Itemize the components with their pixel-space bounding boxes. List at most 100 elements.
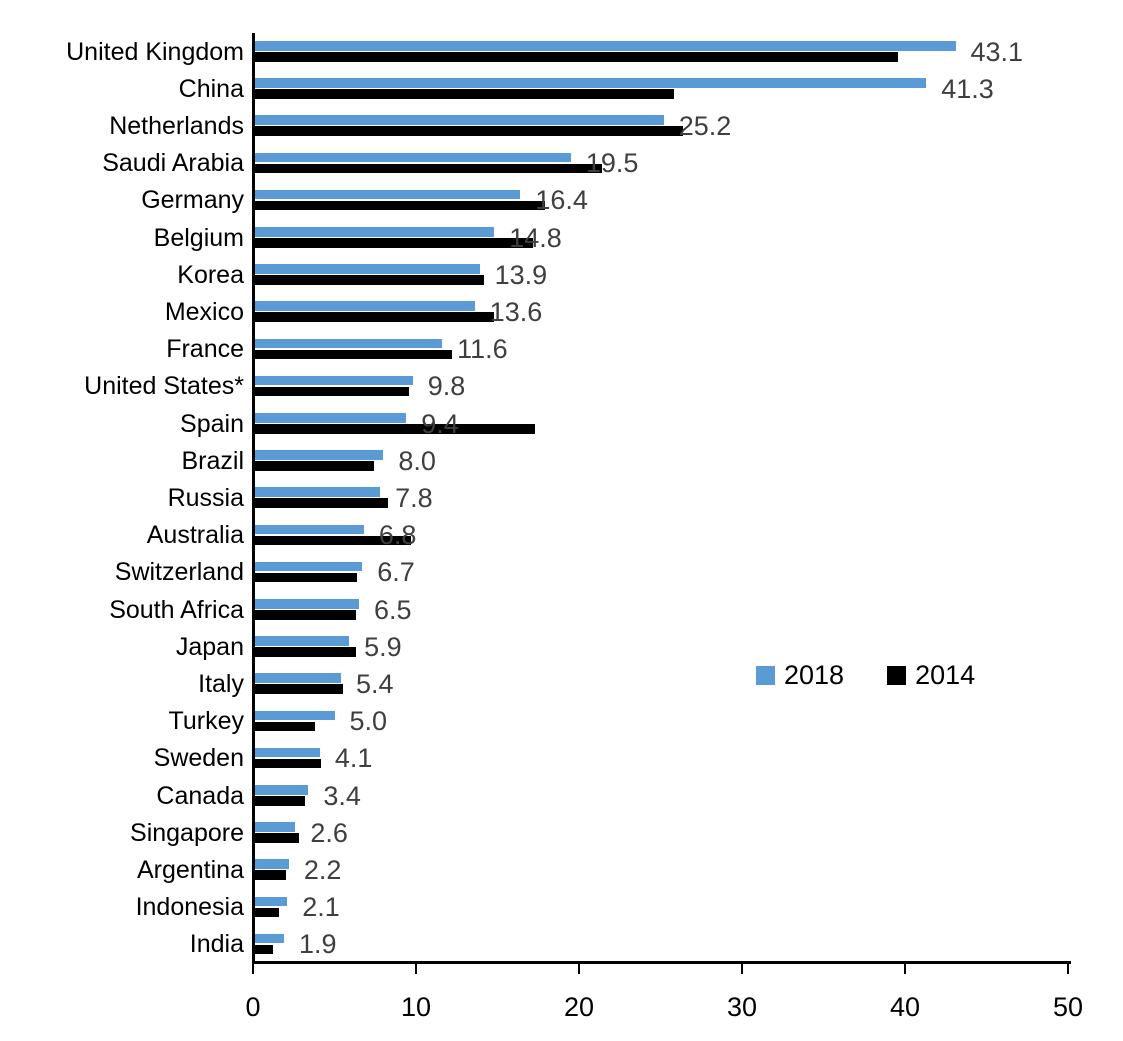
bar-2018 xyxy=(253,673,342,683)
category-label: Canada xyxy=(156,781,244,810)
category-label: Korea xyxy=(177,260,244,289)
bar-2014 xyxy=(253,944,273,955)
bar-2014 xyxy=(253,461,374,471)
value-label: 2.2 xyxy=(303,855,342,885)
bar-2014 xyxy=(253,796,306,806)
value-label: 6.7 xyxy=(377,557,415,588)
bar-2018 xyxy=(253,301,475,311)
bar-2014 xyxy=(253,721,315,732)
value-label: 2.6 xyxy=(310,817,348,848)
bar-2018 xyxy=(253,561,363,572)
category-label: China xyxy=(178,74,244,103)
category-label: Australia xyxy=(146,521,244,550)
x-axis-tick xyxy=(578,963,580,974)
value-label: 14.8 xyxy=(509,222,562,253)
value-label: 43.1 xyxy=(970,36,1024,67)
bar-2018 xyxy=(253,747,320,758)
category-label: Germany xyxy=(141,186,244,215)
bar-2018 xyxy=(253,896,288,907)
bar-2014 xyxy=(253,833,299,843)
bar-2018 xyxy=(253,487,381,497)
bar-2014 xyxy=(253,163,602,174)
bar-2018 xyxy=(253,264,480,274)
bar-2014 xyxy=(253,647,356,657)
value-label: 11.6 xyxy=(457,334,508,365)
x-axis-tick-label: 50 xyxy=(1052,992,1084,1022)
x-axis-tick xyxy=(904,963,906,974)
category-label: Switzerland xyxy=(114,558,244,587)
bar-2014 xyxy=(253,52,899,62)
bar-2014 xyxy=(253,126,684,136)
category-label: France xyxy=(166,335,244,364)
bar-2018 xyxy=(253,524,364,535)
value-label: 19.5 xyxy=(585,148,639,179)
bar-2018 xyxy=(253,785,309,795)
bar-2014 xyxy=(253,89,674,99)
bar-2018 xyxy=(253,636,350,646)
value-label: 25.2 xyxy=(678,111,732,141)
category-label: Saudi Arabia xyxy=(102,149,244,178)
bar-2018 xyxy=(253,78,927,88)
category-label: South Africa xyxy=(109,595,244,624)
bar-2018 xyxy=(253,227,495,237)
x-axis-tick xyxy=(252,963,254,974)
bar-2018 xyxy=(253,450,384,460)
x-axis-tick xyxy=(1067,963,1069,974)
value-label: 5.0 xyxy=(349,706,388,737)
x-axis-tick-label: 10 xyxy=(400,992,432,1022)
x-axis-tick-label: 40 xyxy=(889,992,921,1022)
value-label: 16.4 xyxy=(535,185,588,216)
value-label: 5.9 xyxy=(364,631,402,662)
value-label: 5.4 xyxy=(356,669,394,699)
bar-2014 xyxy=(253,275,485,285)
value-label: 6.5 xyxy=(373,594,412,625)
x-axis-tick-label: 20 xyxy=(563,992,595,1022)
category-label: United States* xyxy=(84,372,244,401)
category-label: Mexico xyxy=(164,298,244,326)
value-label: 9.8 xyxy=(427,371,466,402)
category-label: Russia xyxy=(167,484,244,512)
bar-2014 xyxy=(253,907,280,918)
category-label: United Kingdom xyxy=(66,37,244,66)
legend-swatch-2014 xyxy=(887,665,907,685)
bar-2018 xyxy=(253,375,413,386)
category-label: Brazil xyxy=(181,446,244,475)
category-label: Belgium xyxy=(153,223,244,252)
bar-2018 xyxy=(253,152,571,163)
bar-2018 xyxy=(253,189,521,200)
bar-2014 xyxy=(253,572,358,583)
y-axis-line xyxy=(252,33,255,964)
legend-label-2014: 2014 xyxy=(915,660,976,690)
bar-2014 xyxy=(253,312,495,322)
bar-2018 xyxy=(253,413,407,423)
value-label: 3.4 xyxy=(323,780,361,811)
category-label: Singapore xyxy=(130,818,244,847)
category-label: Italy xyxy=(198,670,244,698)
value-label: 13.9 xyxy=(494,259,548,290)
bar-2018 xyxy=(253,859,289,869)
bar-2014 xyxy=(253,349,452,360)
category-label: Turkey xyxy=(168,707,244,736)
bar-2018 xyxy=(253,338,443,349)
category-label: Spain xyxy=(180,409,244,438)
value-label: 41.3 xyxy=(941,73,994,104)
bar-2014 xyxy=(253,386,410,397)
category-label: Indonesia xyxy=(135,893,244,922)
bar-2014 xyxy=(253,758,322,769)
legend-label-2018: 2018 xyxy=(784,660,845,690)
bar-2018 xyxy=(253,115,664,125)
value-label: 9.4 xyxy=(421,408,459,439)
legend-swatch-2018 xyxy=(756,665,775,685)
bar-2014 xyxy=(253,424,535,434)
value-label: 4.1 xyxy=(334,743,373,774)
bar-2014 xyxy=(253,610,356,620)
bar-2018 xyxy=(253,933,284,944)
category-label: Argentina xyxy=(136,856,244,884)
bar-2014 xyxy=(253,870,286,880)
x-axis-tick-label: 0 xyxy=(245,992,261,1022)
category-label: Sweden xyxy=(153,744,244,773)
value-label: 13.6 xyxy=(489,297,543,327)
bar-2014 xyxy=(253,498,389,508)
bar-2014 xyxy=(253,200,545,211)
